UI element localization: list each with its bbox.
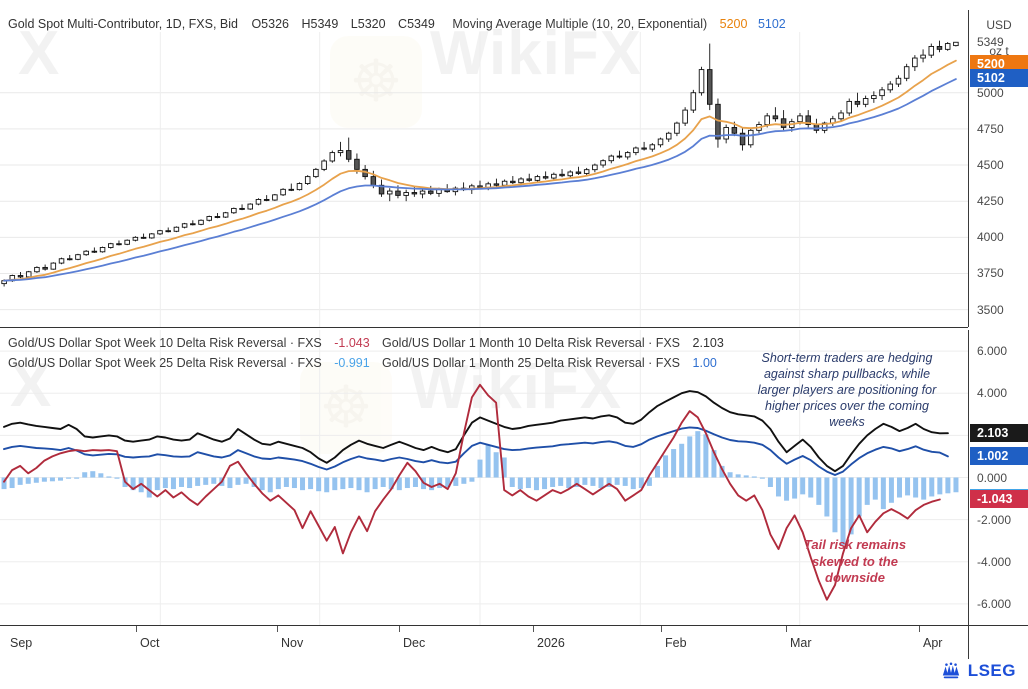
ma-slow-value: 5102 — [757, 17, 786, 31]
panel-separator — [0, 327, 968, 328]
legend-label: Gold/US Dollar 1 Month 10 Delta Risk Rev… — [382, 336, 681, 350]
rr-tick: -6.000 — [977, 596, 1012, 611]
rr-tick: 6.000 — [977, 344, 1008, 359]
ohlc-high: H5349 — [301, 17, 339, 31]
rr-value-badge: 2.103 — [970, 424, 1028, 443]
legend-label: Gold/US Dollar Spot Week 25 Delta Risk R… — [8, 356, 322, 370]
price-tick: 3750 — [977, 266, 1004, 281]
time-axis-tick — [533, 626, 534, 632]
rr-value-badge: -1.043 — [970, 490, 1028, 509]
price-axis[interactable]: USD oz t 5349 5000 4750 4500 4250 4000 3750 350… — [968, 10, 1028, 327]
time-axis-label: Nov — [281, 636, 304, 650]
legend-item-spot-week-25[interactable]: Gold/US Dollar Spot Week 25 Delta Risk R… — [8, 356, 370, 370]
lseg-logo-icon — [942, 662, 959, 679]
risk-reversal-plot — [0, 330, 968, 625]
time-axis-tick — [136, 626, 137, 632]
time-axis-label: Feb — [665, 636, 687, 650]
annotation-bullish-positioning: Short-term traders are hedging against s… — [757, 351, 937, 429]
legend-value: -1.043 — [334, 336, 370, 350]
ohlc-close: C5349 — [398, 17, 435, 31]
ohlc-low: L5320 — [350, 17, 386, 31]
time-axis-label: Mar — [790, 636, 812, 650]
price-tick: 3500 — [977, 302, 1004, 317]
time-axis-tail — [968, 625, 1028, 659]
instrument-label: Gold Spot Multi-Contributor, 1D, FXS, Bi… — [8, 17, 238, 31]
annotation-tail-risk: Tail risk remains skewed to the downside — [803, 537, 907, 586]
rr-value-badge: 1.002 — [970, 447, 1028, 466]
time-axis-tick — [277, 626, 278, 632]
legend-item-spot-week-10[interactable]: Gold/US Dollar Spot Week 10 Delta Risk R… — [8, 336, 370, 350]
time-axis-tick — [661, 626, 662, 632]
lseg-branding: LSEG — [940, 661, 1016, 681]
rr-tick: -4.000 — [977, 554, 1012, 569]
lseg-wordmark: LSEG — [967, 661, 1016, 680]
price-axis-unit-measure: oz t — [989, 44, 1009, 58]
price-tick: 4000 — [977, 230, 1004, 245]
time-axis[interactable]: Sep Oct Nov Dec 2026 Feb Mar Apr — [0, 625, 968, 660]
legend-value: -0.991 — [334, 356, 370, 370]
time-axis-label: Dec — [403, 636, 426, 650]
price-tick: 4500 — [977, 158, 1004, 173]
legend-label: Gold/US Dollar 1 Month 25 Delta Risk Rev… — [382, 356, 681, 370]
ohlc-open: O5326 — [251, 17, 289, 31]
time-axis-label: 2026 — [537, 636, 565, 650]
price-tick: 5349 — [977, 35, 1004, 50]
indicator-label: Moving Average Multiple (10, 20, Exponen… — [452, 17, 708, 31]
candlestick-plot — [0, 32, 968, 327]
price-chart-panel — [0, 32, 968, 327]
legend-label: Gold/US Dollar Spot Week 10 Delta Risk R… — [8, 336, 322, 350]
time-axis-tick — [786, 626, 787, 632]
price-value-badge: 5102 — [970, 68, 1028, 87]
price-axis-unit-currency: USD — [986, 18, 1012, 32]
rr-tick: -2.000 — [977, 512, 1012, 527]
time-axis-label: Sep — [10, 636, 33, 650]
price-tick: 5000 — [977, 85, 1004, 100]
price-value-badge: 5200 — [970, 54, 1028, 73]
time-axis-tick — [399, 626, 400, 632]
time-axis-label: Oct — [140, 636, 160, 650]
price-header: Gold Spot Multi-Contributor, 1D, FXS, Bi… — [8, 17, 786, 31]
time-axis-tick — [919, 626, 920, 632]
rr-tick: 0.000 — [977, 470, 1008, 485]
price-tick: 4250 — [977, 194, 1004, 209]
ma-fast-value: 5200 — [719, 17, 748, 31]
legend-value: 1.00 — [692, 356, 717, 370]
rr-tick: 4.000 — [977, 386, 1008, 401]
time-axis-label: Apr — [923, 636, 943, 650]
price-tick: 4750 — [977, 121, 1004, 136]
risk-reversal-panel — [0, 330, 968, 625]
legend-item-1month-25[interactable]: Gold/US Dollar 1 Month 25 Delta Risk Rev… — [382, 356, 717, 370]
legend-item-1month-10[interactable]: Gold/US Dollar 1 Month 10 Delta Risk Rev… — [382, 336, 724, 350]
legend-value: 2.103 — [692, 336, 724, 350]
